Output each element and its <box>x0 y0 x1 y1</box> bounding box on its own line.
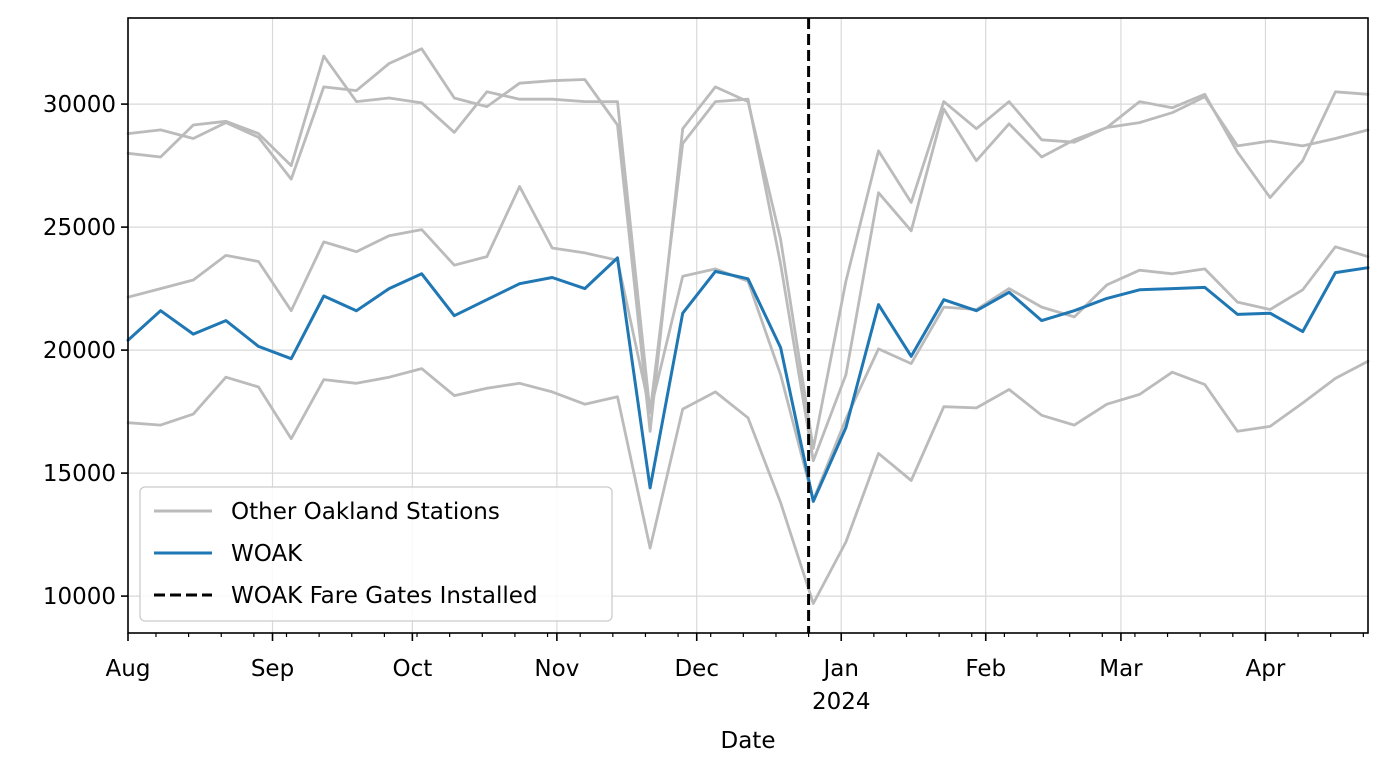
series-line-other-station-1 <box>126 54 1370 463</box>
x-tick-label: Feb <box>965 656 1006 682</box>
series-layer <box>126 47 1370 605</box>
y-tick-label: 25000 <box>43 215 116 241</box>
y-tick-label: 15000 <box>43 461 116 487</box>
x-tick-label: Aug <box>106 656 151 682</box>
x-tick-year-label: 2024 <box>812 689 871 715</box>
series-line-other-station-2 <box>126 185 1370 502</box>
legend-box <box>139 486 613 622</box>
x-tick-label: Jan <box>821 656 858 682</box>
series-line-woak <box>126 256 1370 503</box>
legend: Other Oakland Stations WOAK WOAK Fare Gate… <box>139 486 613 622</box>
legend-label: WOAK Fare Gates Installed <box>231 583 538 609</box>
y-tick-label: 20000 <box>43 338 116 364</box>
x-axis: Aug Sep Oct Nov Dec Jan 2024 Feb Mar Apr <box>106 633 1364 715</box>
x-tick-label: Apr <box>1246 656 1286 682</box>
legend-label: Other Oakland Stations <box>231 499 500 525</box>
x-tick-label: Mar <box>1099 656 1143 682</box>
series-line-other-oakland-stations <box>126 47 1370 450</box>
x-tick-label: Dec <box>674 656 719 682</box>
series-line-other-station-3 <box>126 359 1370 605</box>
plot-frame <box>127 17 1369 634</box>
x-axis-title: Date <box>721 728 776 754</box>
y-tick-label: 30000 <box>43 92 116 118</box>
y-tick-label: 10000 <box>43 584 116 610</box>
x-tick-label: Nov <box>534 656 579 682</box>
x-tick-label: Oct <box>392 656 432 682</box>
x-tick-label: Sep <box>251 656 294 682</box>
legend-label: WOAK <box>231 541 303 567</box>
y-axis: 10000 15000 20000 25000 30000 <box>43 92 128 610</box>
